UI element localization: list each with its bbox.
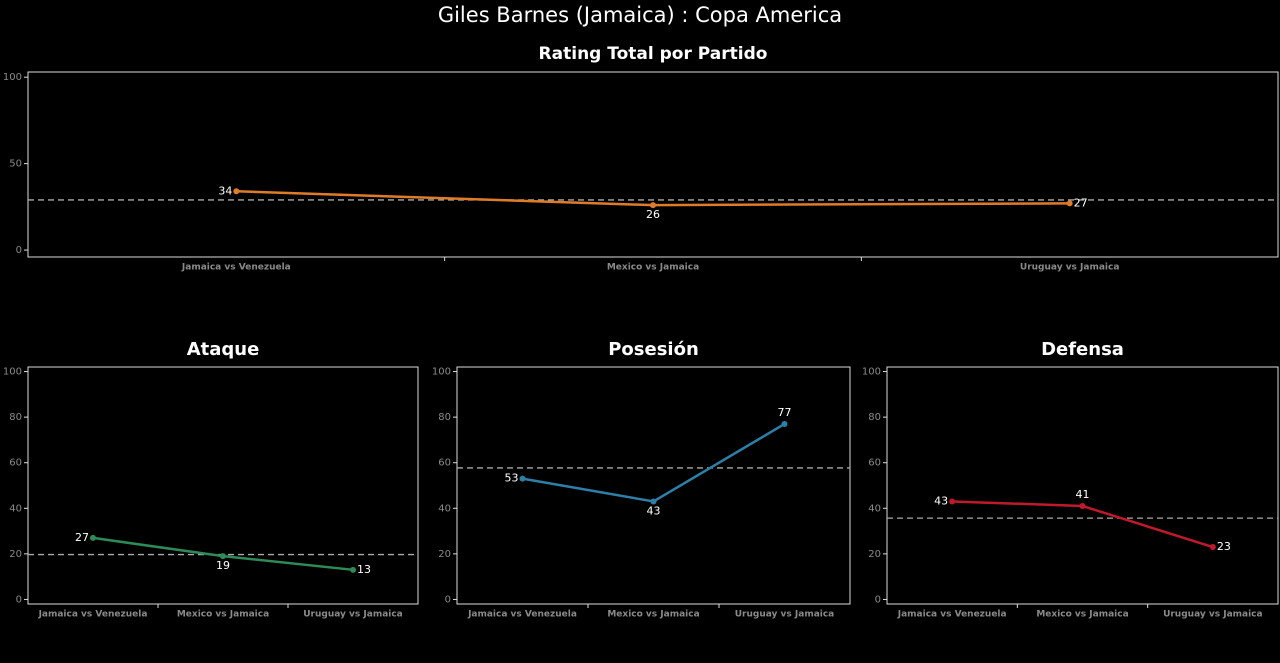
x-tick-label: Jamaica vs Venezuela <box>897 610 1007 620</box>
point <box>519 475 526 482</box>
value-label: 27 <box>75 531 89 544</box>
x-tick-label: Uruguay vs Jamaica <box>303 610 403 620</box>
y-tick-label: 0 <box>16 594 22 605</box>
point <box>90 534 96 541</box>
value-label: 34 <box>218 184 232 197</box>
value-label: 13 <box>357 563 371 576</box>
y-tick-label: 60 <box>868 458 881 469</box>
x-tick-label: Uruguay vs Jamaica <box>1020 263 1120 273</box>
value-label: 43 <box>934 494 948 507</box>
y-tick-label: 80 <box>438 412 451 423</box>
line <box>522 422 786 503</box>
x-tick-label: Jamaica vs Venezuela <box>181 263 291 273</box>
x-tick-label: Mexico vs Jamaica <box>607 263 699 273</box>
y-tick-label: 80 <box>868 412 881 423</box>
y-tick-label: 40 <box>868 503 881 514</box>
value-label: 77 <box>778 406 792 419</box>
point <box>1066 200 1073 207</box>
plot-frame <box>456 366 851 605</box>
value-label: 19 <box>216 559 230 572</box>
plot-frame <box>27 71 1279 258</box>
value-label: 23 <box>1217 540 1231 553</box>
value-label: 41 <box>1076 488 1090 501</box>
value-label: 26 <box>646 208 660 221</box>
plot-frame <box>27 366 419 605</box>
y-tick-label: 100 <box>862 367 881 378</box>
y-tick-label: 20 <box>868 549 881 560</box>
y-tick-label: 20 <box>438 549 451 560</box>
y-tick-label: 0 <box>445 594 451 605</box>
point <box>650 202 656 209</box>
x-tick-label: Jamaica vs Venezuela <box>467 610 577 620</box>
value-label: 27 <box>1074 196 1088 209</box>
point <box>1079 503 1086 510</box>
x-tick-label: Uruguay vs Jamaica <box>1163 610 1263 620</box>
point <box>220 553 226 560</box>
y-tick-label: 0 <box>875 594 881 605</box>
y-tick-label: 20 <box>9 549 22 560</box>
chart-title: Ataque <box>187 339 260 360</box>
x-tick-label: Mexico vs Jamaica <box>177 610 269 620</box>
chart-title: Posesión <box>608 339 699 360</box>
chart-title: Defensa <box>1041 339 1124 360</box>
value-label: 43 <box>647 504 661 517</box>
y-tick-label: 40 <box>9 503 22 514</box>
y-tick-label: 100 <box>3 72 22 83</box>
point <box>949 498 956 505</box>
point <box>233 188 240 195</box>
y-tick-label: 60 <box>9 458 22 469</box>
y-tick-label: 40 <box>438 503 451 514</box>
main-title: Giles Barnes (Jamaica) : Copa America <box>438 3 842 27</box>
x-tick-label: Jamaica vs Venezuela <box>38 610 148 620</box>
x-tick-label: Uruguay vs Jamaica <box>735 610 835 620</box>
point <box>781 420 788 427</box>
y-tick-label: 0 <box>16 245 22 256</box>
x-tick-label: Mexico vs Jamaica <box>607 610 699 620</box>
point <box>650 498 657 505</box>
y-tick-label: 60 <box>438 458 451 469</box>
point <box>1209 544 1216 551</box>
value-label: 53 <box>505 472 519 485</box>
point <box>350 566 356 573</box>
y-tick-label: 80 <box>9 412 22 423</box>
x-tick-label: Mexico vs Jamaica <box>1036 610 1128 620</box>
plot-frame <box>886 366 1279 605</box>
y-tick-label: 100 <box>3 367 22 378</box>
chart-title: Rating Total por Partido <box>539 44 768 64</box>
y-tick-label: 100 <box>432 367 451 378</box>
y-tick-label: 50 <box>9 159 22 170</box>
